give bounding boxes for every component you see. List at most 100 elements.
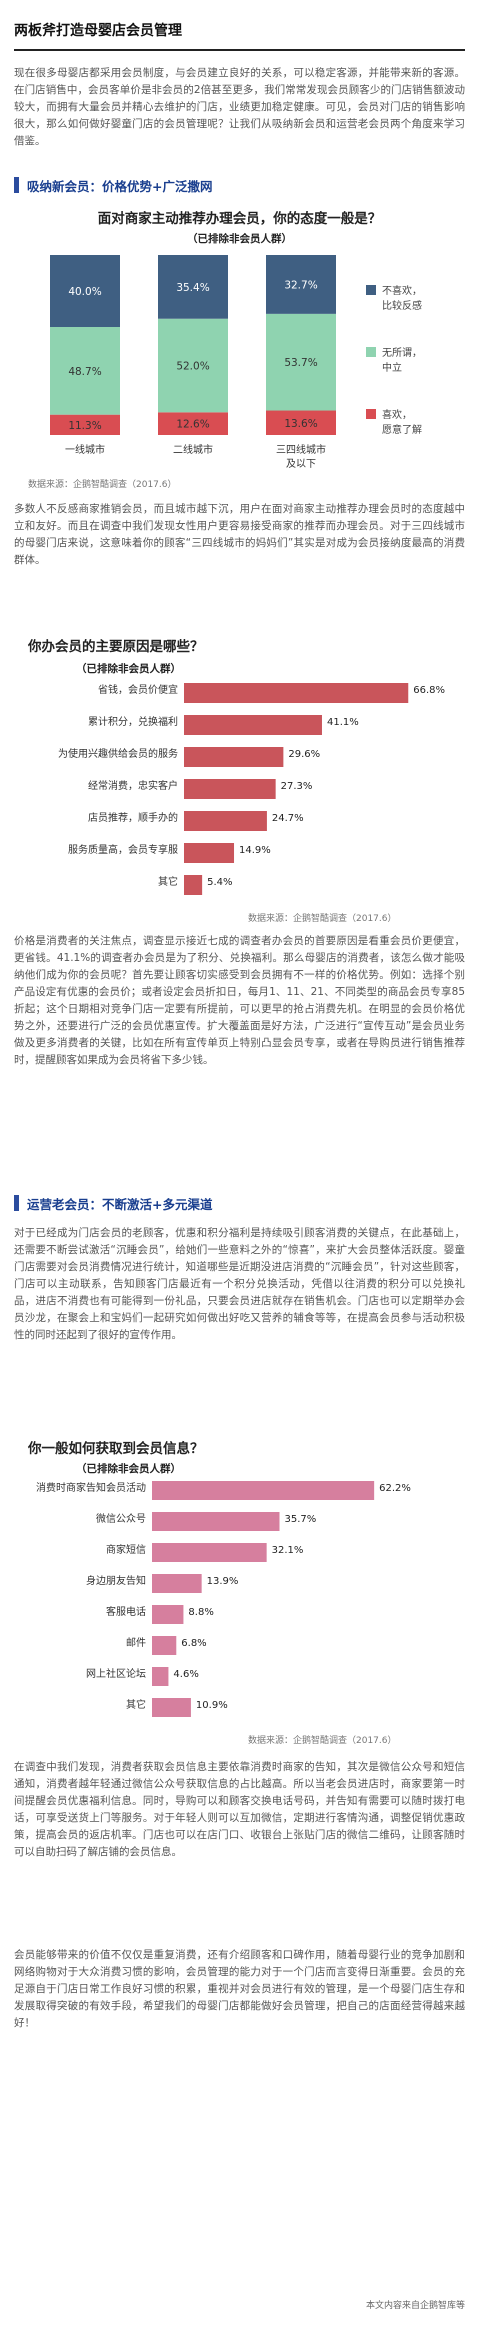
- section-heading-new-members: 吸纳新会员：价格优势+广泛撒网: [14, 175, 465, 195]
- category-label: 微信公众号: [96, 1512, 146, 1525]
- bar: [152, 1698, 191, 1717]
- chart-source: 数据来源：企鹅智酷调查（2017.6）: [248, 1734, 397, 1746]
- bar: [184, 683, 409, 703]
- section-marker: [14, 177, 19, 193]
- chart-source: 数据来源：企鹅智酷调查（2017.6）: [28, 478, 177, 490]
- horizontal-bar-chart: 消费时商家告知会员活动 62.2% 微信公众号 35.7% 商家短信 32.1% 身边朋友告…: [36, 1481, 411, 1746]
- paragraph-attitude: 多数人不反感商家推销会员，而且城市越下沉，用户在面对商家主动推荐办理会员时的态度…: [14, 503, 465, 566]
- section-heading-text: 吸纳新会员：价格优势+广泛撒网: [27, 178, 213, 194]
- bar: [184, 747, 284, 767]
- chart-info-source: 你一般如何获取到会员信息？ （已排除非会员人群） 消费时商家告知会员活动 62.2…: [28, 1437, 451, 1755]
- bar: [152, 1481, 375, 1500]
- bar: [184, 811, 267, 831]
- data-label: 66.8%: [413, 685, 445, 696]
- data-label: 14.9%: [239, 845, 271, 856]
- category-label: 累计积分，兑换福利: [88, 715, 178, 728]
- horizontal-bar-chart: 省钱，会员价便宜 66.8% 累计积分，兑换福利 41.1% 为使用兴趣供给会员的服务 2…: [58, 683, 445, 924]
- chart-title: 你办会员的主要原因是哪些？: [28, 639, 204, 655]
- bar-segment: [50, 255, 120, 327]
- data-label: 6.8%: [181, 1638, 206, 1649]
- chart-reasons: 你办会员的主要原因是哪些？ （已排除非会员人群） 省钱，会员价便宜 66.8% 累计…: [28, 635, 451, 927]
- data-label: 35.4%: [176, 282, 209, 294]
- chart-subtitle: （已排除非会员人群）: [76, 1463, 181, 1475]
- stacked-bar-chart: 11.3% 48.7% 40.0% 一线城市 12.6% 52.0% 35.4% 二线城市 13…: [28, 255, 422, 490]
- data-label: 11.3%: [68, 420, 101, 432]
- data-label: 4.6%: [173, 1669, 198, 1680]
- data-label: 12.6%: [176, 419, 209, 431]
- category-label: 为使用兴趣供给会员的服务: [58, 747, 178, 760]
- bar: [152, 1574, 202, 1593]
- chart-subtitle: （已排除非会员人群）: [187, 233, 292, 245]
- data-label: 8.8%: [188, 1607, 213, 1618]
- paragraph-info-source: 在调查中我们发现，消费者获取会员信息主要依靠消费时商家的告知，其次是微信公众号和…: [14, 1761, 465, 1858]
- article-title: 两板斧打造母婴店会员管理: [14, 20, 465, 51]
- bar-segment: [158, 412, 228, 435]
- chart-source: 数据来源：企鹅智酷调查（2017.6）: [248, 912, 397, 924]
- data-label: 29.6%: [288, 749, 320, 760]
- data-label: 27.3%: [281, 781, 313, 792]
- paragraph-old-members: 对于已经成为门店会员的老顾客，优惠和积分福利是持续吸引顾客消费的关键点，在此基础…: [14, 1227, 465, 1341]
- category-label: 商家短信: [106, 1543, 146, 1556]
- data-label: 32.7%: [284, 279, 317, 291]
- paragraph-conclusion: 会员能够带来的价值不仅仅是重复消费，还有介绍顾客和口碑作用，随着母婴行业的竞争加…: [14, 1949, 465, 2029]
- category-label: 一线城市: [65, 443, 105, 456]
- bar: [152, 1605, 184, 1624]
- bar: [184, 875, 203, 895]
- data-label: 13.9%: [207, 1576, 239, 1587]
- legend-label: 不喜欢，: [382, 284, 422, 297]
- category-label: 其它: [158, 875, 178, 888]
- footer-source: 本文内容来自企鹅智库等: [365, 2301, 465, 2311]
- category-label: 店员推荐，顺手办的: [88, 811, 178, 824]
- category-label: 消费时商家告知会员活动: [36, 1481, 146, 1494]
- section-heading-old-members: 运营老会员：不断激活+多元渠道: [14, 1193, 465, 1213]
- legend-label: 愿意了解: [382, 423, 422, 436]
- data-label: 40.0%: [68, 286, 101, 298]
- category-label: 经常消费，忠实客户: [88, 779, 178, 792]
- bar-segment: [266, 313, 336, 411]
- section-marker: [14, 1195, 19, 1211]
- data-label: 48.7%: [68, 366, 101, 378]
- category-label: 身边朋友告知: [86, 1574, 146, 1587]
- category-label: 其它: [126, 1698, 146, 1711]
- bar-segment: [266, 410, 336, 435]
- category-label: 客服电话: [106, 1605, 146, 1618]
- legend-swatch: [366, 409, 376, 419]
- bar: [184, 779, 276, 799]
- bar-segment: [266, 255, 336, 314]
- legend-label: 比较反感: [382, 299, 422, 312]
- section-heading-text: 运营老会员：不断激活+多元渠道: [27, 1196, 213, 1212]
- data-label: 52.0%: [176, 361, 209, 373]
- paragraph-reasons: 价格是消费者的关注焦点，调查显示接近七成的调查者办会员的首要原因是看重会员价更便…: [14, 935, 465, 1066]
- category-label: 服务质量高，会员专享服: [68, 843, 178, 856]
- bar: [152, 1636, 177, 1655]
- data-label: 35.7%: [285, 1514, 317, 1525]
- bar-segment: [50, 414, 120, 435]
- chart-title: 面对商家主动推荐办理会员，你的态度一般是？: [97, 211, 382, 227]
- category-label: 省钱，会员价便宜: [98, 683, 178, 696]
- legend-label: 无所谓，: [382, 347, 422, 359]
- category-label: 网上社区论坛: [86, 1667, 146, 1680]
- chart-subtitle: （已排除非会员人群）: [76, 663, 181, 675]
- data-label: 13.6%: [284, 418, 317, 430]
- category-label: 及以下: [286, 458, 316, 470]
- data-label: 24.7%: [272, 813, 304, 824]
- category-label: 邮件: [126, 1636, 146, 1649]
- legend-swatch: [366, 347, 376, 357]
- bar: [184, 715, 322, 735]
- legend-label: 中立: [382, 361, 402, 374]
- chart-title: 你一般如何获取到会员信息？: [28, 1441, 204, 1457]
- intro-paragraph: 现在很多母婴店都采用会员制度，与会员建立良好的关系，可以稳定客源，并能带来新的客…: [14, 67, 465, 147]
- data-label: 5.4%: [207, 877, 232, 888]
- data-label: 10.9%: [196, 1700, 228, 1711]
- legend-label: 喜欢，: [382, 408, 412, 421]
- bar-segment: [158, 318, 228, 413]
- category-label: 二线城市: [173, 443, 213, 456]
- data-label: 53.7%: [284, 357, 317, 369]
- bar: [152, 1667, 169, 1686]
- data-label: 41.1%: [327, 717, 359, 728]
- bar-segment: [158, 255, 228, 319]
- data-label: 32.1%: [272, 1545, 304, 1556]
- chart-attitude: 面对商家主动推荐办理会员，你的态度一般是？ （已排除非会员人群） 11.3% 48…: [28, 207, 451, 493]
- bar-segment: [50, 327, 120, 415]
